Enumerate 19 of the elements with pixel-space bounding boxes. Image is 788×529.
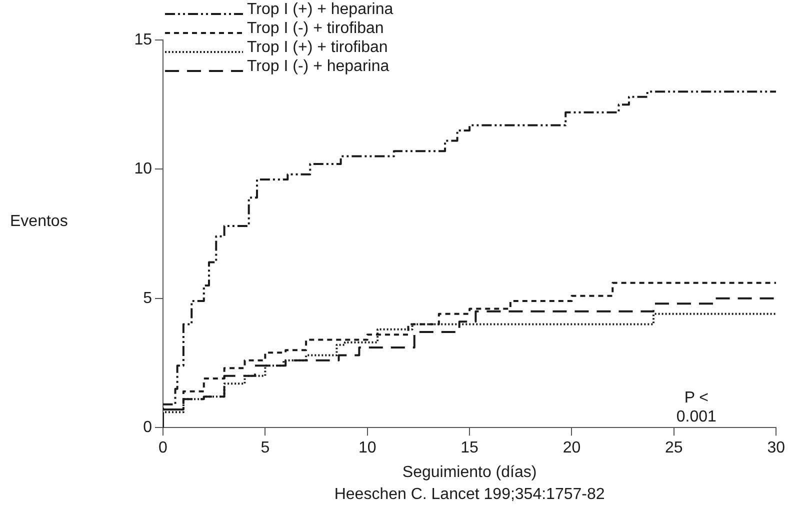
annotation: P < 0.001 xyxy=(676,390,717,426)
y-tick-label: 15 xyxy=(134,31,152,48)
x-tick-label: 0 xyxy=(158,440,168,457)
text: Heeschen C. Lancet 199;354:1757-82 xyxy=(334,486,605,503)
x-tick-label: 25 xyxy=(665,440,683,457)
y-tick-label: 10 xyxy=(134,160,152,178)
legend-label: Trop I (-) + heparina xyxy=(247,57,390,76)
x-axis-title: Seguimiento (días) xyxy=(402,464,537,481)
y-axis-title: Eventos xyxy=(10,213,68,230)
legend-label: Trop I (+) + heparina xyxy=(247,0,394,19)
x-tick-label: 10 xyxy=(358,440,376,457)
x-tick-label: 5 xyxy=(260,440,270,457)
y-tick-label: 0 xyxy=(143,419,152,436)
legend-label: Trop I (+) + tirofiban xyxy=(247,38,388,57)
x-tick-label: 15 xyxy=(460,440,479,457)
y-tick-label: 5 xyxy=(143,290,152,307)
legend-label: Trop I (-) + tirofiban xyxy=(247,19,384,38)
x-tick-label: 30 xyxy=(767,440,786,457)
x-tick-label: 20 xyxy=(562,440,581,457)
